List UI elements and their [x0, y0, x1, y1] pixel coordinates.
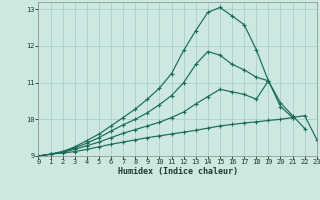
X-axis label: Humidex (Indice chaleur): Humidex (Indice chaleur) [118, 167, 238, 176]
